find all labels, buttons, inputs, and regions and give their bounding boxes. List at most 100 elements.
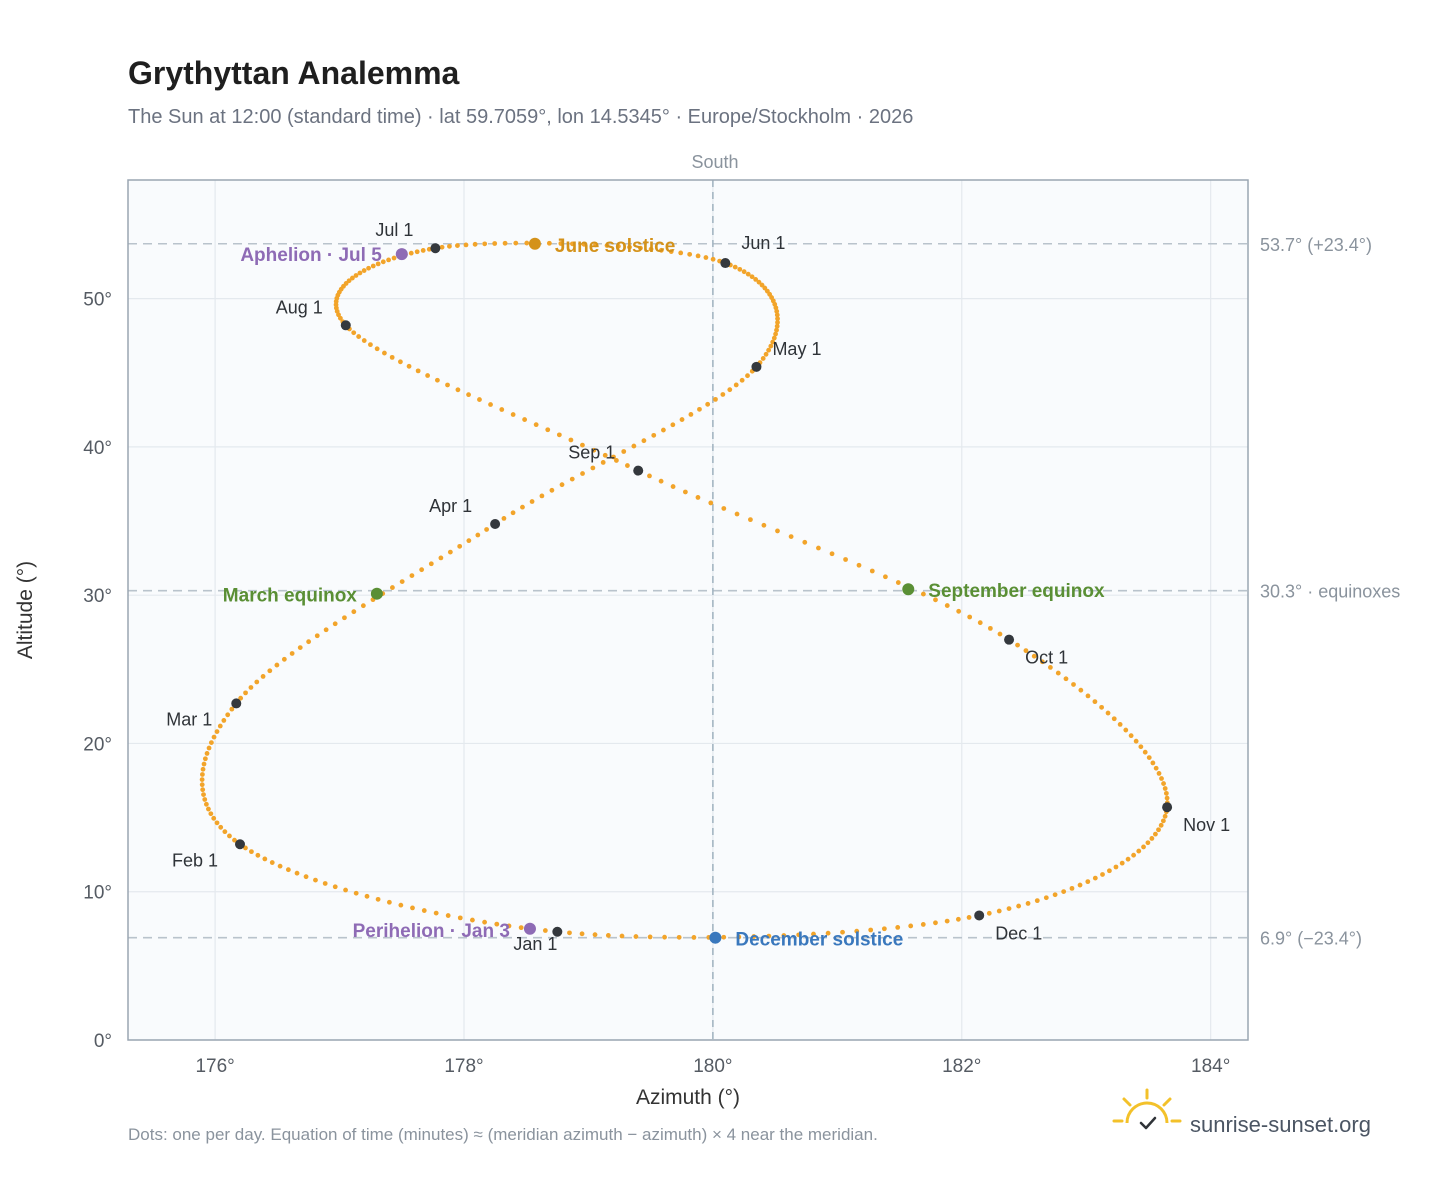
daily-dot xyxy=(455,243,460,248)
daily-dot xyxy=(705,401,711,407)
daily-dot xyxy=(648,246,654,252)
y-axis-label: Altitude (°) xyxy=(14,561,37,659)
daily-dot xyxy=(389,354,395,360)
daily-dot xyxy=(208,740,214,745)
daily-dot xyxy=(825,930,831,936)
daily-dot xyxy=(322,881,328,886)
daily-dot xyxy=(337,315,343,321)
month-label: Aug 1 xyxy=(276,297,323,317)
daily-dot xyxy=(697,406,702,412)
daily-dot xyxy=(727,387,733,393)
daily-dot xyxy=(494,921,500,927)
month-label: Nov 1 xyxy=(1183,815,1230,835)
daily-dot xyxy=(217,723,223,729)
daily-dot xyxy=(513,240,519,246)
daily-dot xyxy=(920,922,926,927)
daily-dot xyxy=(201,761,207,767)
daily-dot xyxy=(966,915,972,920)
daily-dot xyxy=(323,627,329,633)
daily-dot xyxy=(613,458,619,463)
daily-dot xyxy=(774,312,780,318)
daily-dot xyxy=(520,504,525,510)
daily-dot xyxy=(222,829,228,835)
y-tick-label: 10° xyxy=(83,883,112,904)
daily-dot xyxy=(445,382,450,388)
daily-dot xyxy=(1136,848,1142,854)
daily-dot xyxy=(211,734,217,740)
daily-dot xyxy=(688,412,694,417)
daily-dot xyxy=(360,603,366,609)
daily-dot xyxy=(203,801,209,807)
x-tick-label: 178° xyxy=(444,1056,483,1077)
daily-dot xyxy=(457,915,463,921)
daily-dot xyxy=(364,893,370,899)
daily-dot xyxy=(285,867,291,873)
month-label: Sep 1 xyxy=(568,443,615,463)
plot-background xyxy=(128,180,1248,1040)
daily-dot xyxy=(1092,699,1098,705)
daily-dot xyxy=(631,443,637,449)
daily-dot xyxy=(522,417,528,422)
daily-dot xyxy=(510,510,516,516)
daily-dot xyxy=(802,539,808,545)
daily-dot xyxy=(313,877,318,883)
daily-dot xyxy=(204,751,210,756)
daily-dot xyxy=(771,335,777,341)
daily-dot xyxy=(955,916,961,922)
daily-dot xyxy=(1138,744,1144,750)
daily-dot xyxy=(425,373,431,378)
daily-dot xyxy=(611,454,616,460)
daily-dot xyxy=(391,255,397,261)
daily-dot xyxy=(751,934,757,939)
daily-dot xyxy=(627,244,632,250)
daily-dot xyxy=(570,241,575,247)
daily-dot xyxy=(710,256,716,262)
daily-dot xyxy=(366,265,371,271)
daily-dot xyxy=(248,685,254,690)
daily-dot xyxy=(1034,898,1040,904)
event-label: September equinox xyxy=(928,581,1105,602)
daily-dot xyxy=(967,614,973,620)
daily-dot xyxy=(591,447,597,453)
daily-dot xyxy=(720,392,726,397)
daily-dot xyxy=(218,824,224,830)
month-label: Mar 1 xyxy=(166,709,212,729)
daily-dot xyxy=(766,347,772,353)
daily-dot xyxy=(1160,818,1166,824)
daily-dot xyxy=(713,396,718,402)
daily-dot xyxy=(895,580,901,585)
brand-name: sunrise-sunset.org xyxy=(1190,1112,1371,1137)
daily-dot xyxy=(361,268,367,273)
month-label: Feb 1 xyxy=(172,850,218,870)
daily-dot xyxy=(445,913,451,918)
daily-dot xyxy=(766,933,772,939)
daily-dot xyxy=(501,515,507,521)
daily-dot xyxy=(374,346,380,352)
daily-dot xyxy=(466,392,471,398)
daily-dot xyxy=(581,241,587,247)
daily-dot xyxy=(206,745,212,751)
daily-dot xyxy=(1145,840,1151,846)
daily-dot xyxy=(1031,653,1037,659)
x-tick-label: 182° xyxy=(942,1056,981,1077)
daily-dot xyxy=(883,574,888,580)
daily-dot xyxy=(398,902,404,908)
event-label: Perihelion · Jan 3 xyxy=(353,921,510,942)
daily-dot xyxy=(556,432,562,438)
daily-dot xyxy=(670,484,676,489)
daily-dot xyxy=(227,833,232,839)
reference-line-label: 30.3° · equinoxes xyxy=(1260,582,1400,602)
month-marker xyxy=(633,465,644,476)
daily-dot xyxy=(477,397,482,402)
daily-dot xyxy=(987,625,993,631)
daily-dot xyxy=(602,452,608,458)
daily-dot xyxy=(1161,781,1166,786)
month-marker xyxy=(235,839,245,850)
daily-dot xyxy=(763,351,769,357)
daily-dot xyxy=(590,465,596,471)
daily-dot xyxy=(1063,676,1069,682)
daily-dot xyxy=(997,631,1003,637)
daily-dot xyxy=(398,359,403,365)
daily-dot xyxy=(254,679,260,685)
